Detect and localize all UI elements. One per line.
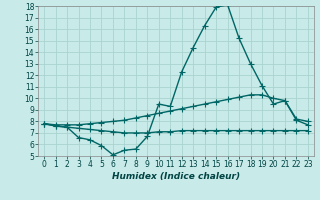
X-axis label: Humidex (Indice chaleur): Humidex (Indice chaleur) [112,172,240,181]
